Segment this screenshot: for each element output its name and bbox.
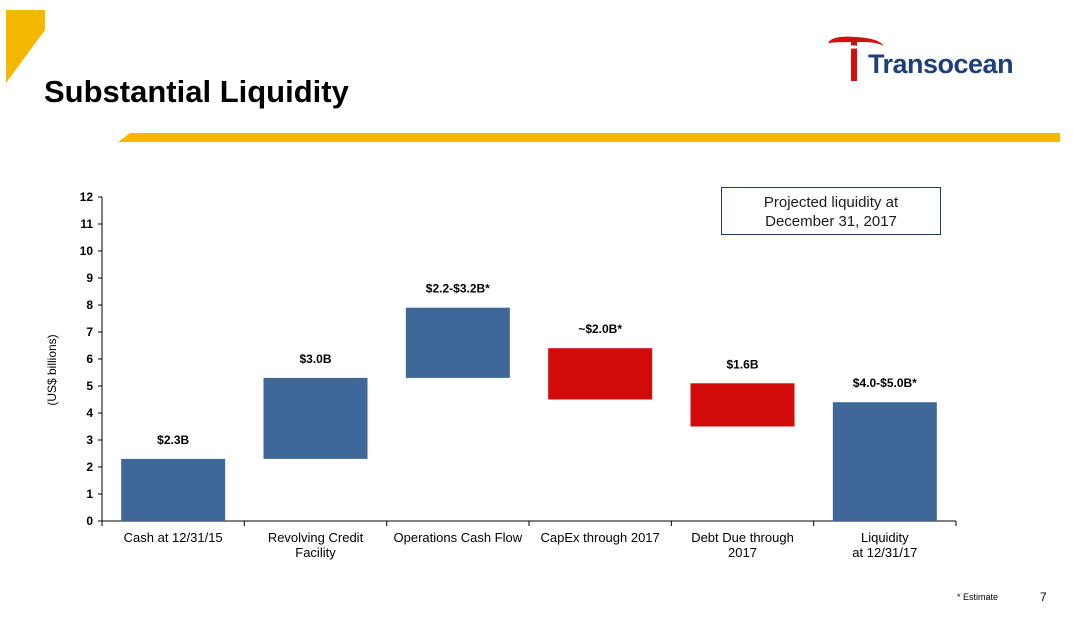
x-category-label: CapEx through 2017	[530, 530, 670, 545]
y-tick-label: 0	[86, 514, 93, 528]
y-tick-label: 6	[86, 352, 93, 366]
bar-value-label: $4.0-$5.0B*	[853, 376, 917, 390]
waterfall-bar	[121, 458, 226, 521]
y-tick-label: 12	[80, 190, 94, 204]
y-tick-label: 11	[80, 217, 93, 231]
callout-line-2: December 31, 2017	[765, 213, 897, 230]
y-tick-label: 3	[86, 433, 93, 447]
x-category-label: Liquidity at 12/31/17	[815, 530, 955, 560]
waterfall-bar	[832, 402, 937, 521]
waterfall-bar	[690, 383, 795, 427]
logo-wordmark: Transocean	[868, 49, 1014, 79]
y-tick-label: 10	[80, 244, 94, 258]
x-category-label-line: Facility	[295, 545, 336, 560]
waterfall-bar	[263, 377, 368, 459]
logo-mark-icon	[828, 36, 884, 81]
x-category-label: Operations Cash Flow	[388, 530, 528, 545]
bar-value-label: ~$2.0B*	[578, 322, 622, 336]
x-category-label-line: CapEx through 2017	[540, 530, 660, 545]
x-category-label-line: Debt Due through	[691, 530, 794, 545]
waterfall-bar	[548, 348, 653, 400]
x-category-label: Debt Due through 2017	[673, 530, 813, 560]
bar-value-label: $2.3B	[157, 433, 189, 447]
x-category-label-line: Cash at 12/31/15	[123, 530, 223, 545]
bar-value-label: $1.6B	[726, 357, 758, 371]
projected-liquidity-callout: Projected liquidity at December 31, 2017	[721, 187, 941, 235]
corner-accent-shape	[6, 10, 45, 83]
x-category-label-line: Revolving Credit	[267, 530, 364, 545]
x-category-label-line: Operations Cash Flow	[393, 530, 523, 545]
waterfall-bar	[405, 307, 510, 378]
page-number: 7	[1040, 590, 1047, 604]
x-category-label-line: Liquidity	[860, 530, 909, 545]
x-category-label: Revolving Credit Facility	[246, 530, 386, 560]
callout-line-1: Projected liquidity at	[763, 194, 899, 211]
y-tick-label: 1	[86, 487, 93, 501]
gold-divider-bar	[118, 133, 1060, 142]
x-category-label-line: at 12/31/17	[852, 545, 918, 560]
y-tick-label: 2	[86, 460, 93, 474]
transocean-logo: Transocean	[826, 33, 1046, 85]
y-tick-label: 4	[86, 406, 93, 420]
bar-value-label: $3.0B	[299, 352, 331, 366]
estimate-footnote: * Estimate	[957, 592, 999, 602]
bar-value-label: $2.2-$3.2B*	[426, 282, 490, 296]
x-category-label-line: 2017	[728, 545, 757, 560]
y-tick-label: 7	[86, 325, 93, 339]
y-axis-label: (US$ billions)	[45, 334, 59, 406]
x-category-label: Cash at 12/31/15	[103, 530, 243, 545]
y-tick-label: 9	[86, 271, 93, 285]
y-tick-label: 8	[86, 298, 93, 312]
page-title: Substantial Liquidity	[44, 74, 349, 109]
y-tick-label: 5	[86, 379, 93, 393]
